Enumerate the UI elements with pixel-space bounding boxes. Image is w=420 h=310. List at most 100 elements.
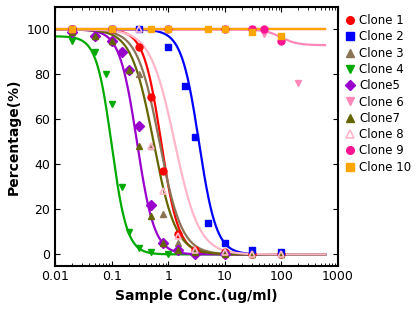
Line: Clone 3: Clone 3 — [69, 28, 285, 258]
Clone7 — [109, 39, 114, 42]
Clone 1 — [109, 39, 114, 42]
Clone5 — [126, 68, 131, 72]
Clone7 — [176, 248, 181, 252]
Clone5 — [119, 50, 124, 54]
Clone 1 — [70, 28, 75, 31]
Clone7 — [126, 68, 131, 72]
Clone 4 — [92, 50, 97, 54]
Clone 3 — [149, 144, 154, 148]
Clone5 — [136, 124, 141, 128]
Y-axis label: Percentage(%): Percentage(%) — [7, 78, 21, 195]
Clone 6 — [222, 28, 227, 31]
Clone 10 — [278, 34, 284, 38]
Clone 4 — [136, 246, 141, 250]
Clone 1 — [136, 46, 141, 49]
Clone 3 — [278, 253, 284, 256]
Clone 4 — [70, 39, 75, 42]
Clone 9 — [165, 28, 171, 31]
Clone 3 — [160, 212, 165, 216]
Clone 10 — [205, 28, 210, 31]
Clone5 — [149, 203, 154, 207]
Clone5 — [160, 241, 165, 245]
Clone 3 — [176, 241, 181, 245]
Clone 4 — [193, 253, 198, 256]
Clone 8 — [136, 28, 141, 31]
Clone 3 — [222, 250, 227, 254]
Clone7 — [92, 34, 97, 38]
Clone7 — [278, 253, 284, 256]
Line: Clone 8: Clone 8 — [69, 26, 285, 258]
Clone 2 — [249, 248, 254, 252]
Legend: Clone 1, Clone 2, Clone 3, Clone 4, Clone5, Clone 6, Clone7, Clone 8, Clone 9, C: Clone 1, Clone 2, Clone 3, Clone 4, Clon… — [346, 13, 412, 175]
Clone 9 — [262, 28, 267, 31]
Clone 4 — [222, 253, 227, 256]
Clone 1 — [149, 95, 154, 99]
Clone 8 — [176, 235, 181, 238]
Clone 9 — [109, 28, 114, 31]
Clone 10 — [222, 28, 227, 31]
Line: Clone 10: Clone 10 — [69, 26, 285, 40]
Clone 2 — [136, 28, 141, 31]
Clone 9 — [70, 28, 75, 31]
Line: Clone 1: Clone 1 — [69, 26, 285, 258]
Clone 2 — [278, 250, 284, 254]
Clone7 — [149, 214, 154, 218]
Clone 8 — [193, 248, 198, 252]
Clone 1 — [193, 248, 198, 252]
Clone 6 — [165, 28, 171, 31]
Clone 10 — [70, 28, 75, 31]
Clone 3 — [70, 30, 75, 33]
Clone 8 — [109, 28, 114, 31]
Clone 2 — [222, 241, 227, 245]
Clone5 — [70, 30, 75, 33]
Clone 2 — [109, 28, 114, 31]
Clone5 — [109, 39, 114, 42]
Clone 8 — [149, 144, 154, 148]
Clone 9 — [222, 28, 227, 31]
Line: Clone 6: Clone 6 — [69, 26, 302, 87]
Clone7 — [222, 253, 227, 256]
Clone 4 — [119, 185, 124, 189]
Clone 9 — [249, 28, 254, 31]
Clone 2 — [183, 84, 188, 87]
Line: Clone 4: Clone 4 — [69, 37, 228, 258]
Clone 10 — [165, 28, 171, 31]
Clone 2 — [193, 135, 198, 139]
Clone 1 — [176, 232, 181, 236]
Clone7 — [160, 241, 165, 245]
Clone 10 — [149, 28, 154, 31]
Clone 2 — [205, 221, 210, 225]
Clone 6 — [262, 32, 267, 36]
Clone 3 — [92, 34, 97, 38]
Clone 4 — [109, 102, 114, 105]
Line: Clone 2: Clone 2 — [69, 26, 285, 256]
Clone5 — [222, 253, 227, 256]
Clone 2 — [165, 46, 171, 49]
Clone 3 — [193, 248, 198, 252]
Clone 3 — [109, 39, 114, 42]
Clone7 — [249, 253, 254, 256]
Clone 4 — [149, 250, 154, 254]
Clone5 — [92, 34, 97, 38]
Clone 8 — [249, 253, 254, 256]
Clone 1 — [160, 169, 165, 173]
Clone 1 — [222, 250, 227, 254]
Clone 8 — [160, 189, 165, 193]
Clone 8 — [278, 253, 284, 256]
Clone5 — [176, 248, 181, 252]
Clone 6 — [70, 28, 75, 31]
Clone 8 — [70, 28, 75, 31]
Clone 3 — [136, 73, 141, 76]
Clone5 — [193, 253, 198, 256]
Clone 3 — [249, 253, 254, 256]
Clone 2 — [70, 28, 75, 31]
Clone 1 — [249, 253, 254, 256]
Clone 6 — [109, 28, 114, 31]
Clone 4 — [165, 253, 171, 256]
Clone 10 — [249, 30, 254, 33]
Line: Clone 9: Clone 9 — [69, 26, 285, 44]
Clone 6 — [249, 28, 254, 31]
Line: Clone5: Clone5 — [69, 28, 228, 258]
Clone7 — [70, 30, 75, 33]
Clone 6 — [278, 37, 284, 40]
